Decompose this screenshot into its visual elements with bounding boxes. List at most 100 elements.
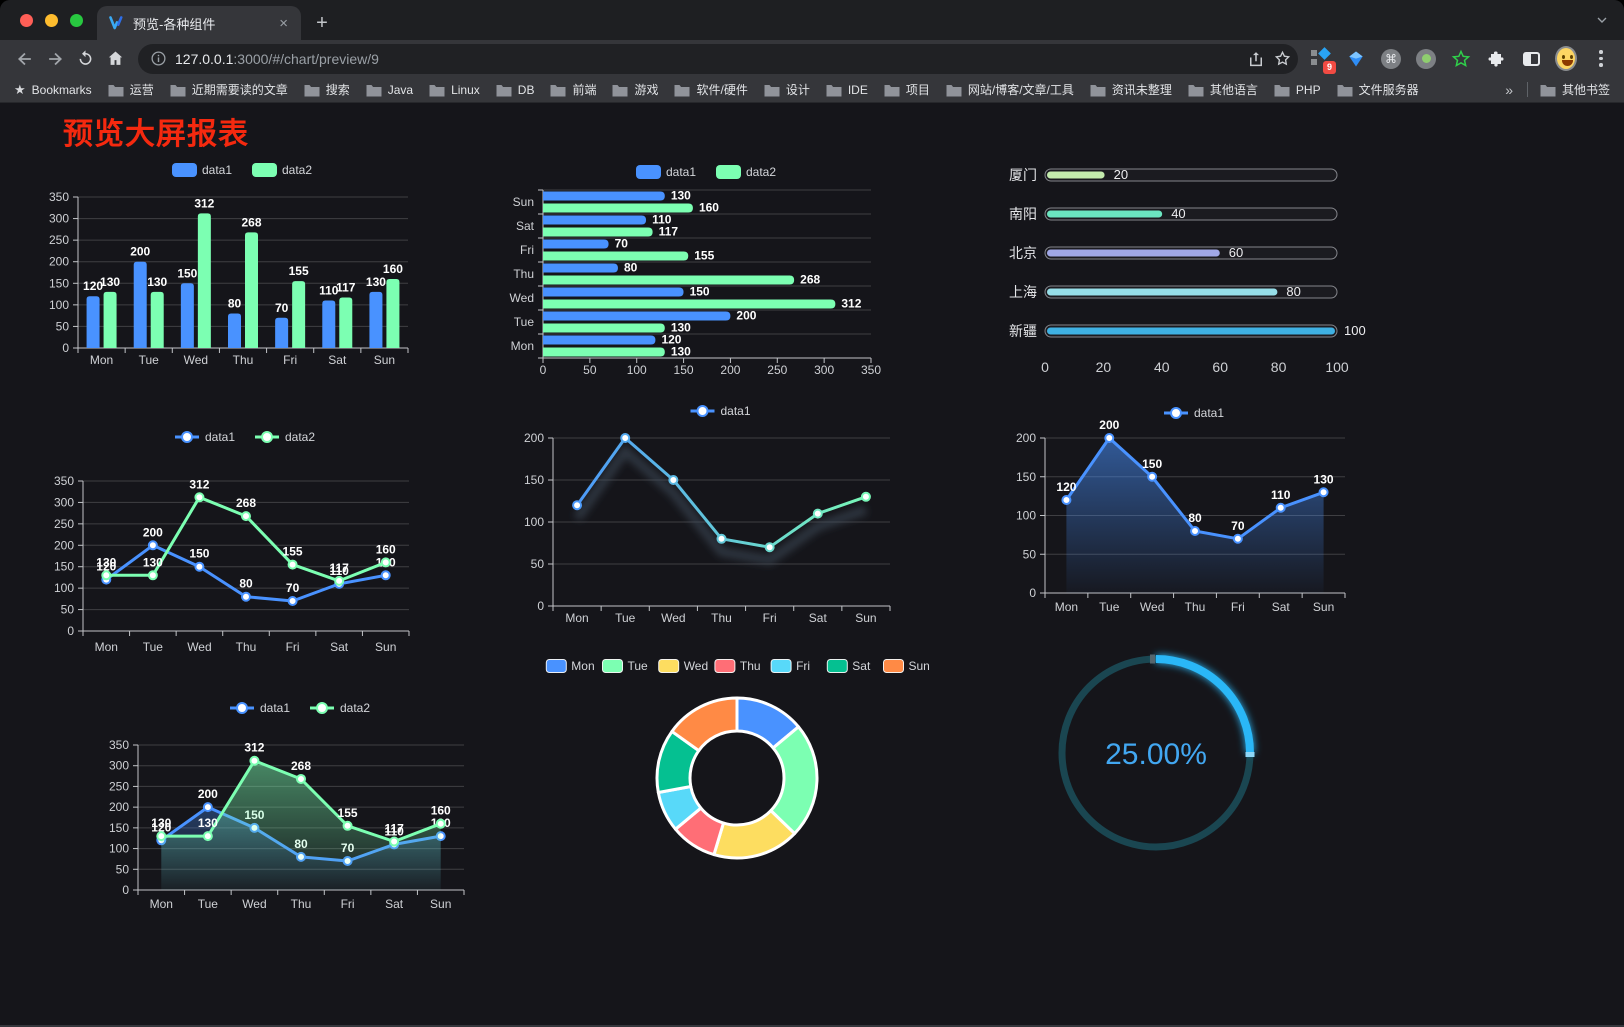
bookmark-star-icon[interactable]: [1273, 49, 1292, 68]
bookmark-folder[interactable]: Linux: [429, 83, 480, 97]
bookmark-folder[interactable]: 设计: [764, 81, 810, 98]
svg-text:Fri: Fri: [763, 611, 777, 625]
svg-text:上海: 上海: [1009, 284, 1037, 300]
bookmark-folder[interactable]: 文件服务器: [1337, 81, 1419, 98]
browser-tab-active[interactable]: 预览-各种组件 ×: [97, 6, 301, 40]
svg-text:150: 150: [690, 285, 710, 299]
home-button[interactable]: [100, 44, 130, 74]
bookmark-folder[interactable]: PHP: [1274, 83, 1321, 97]
svg-text:100: 100: [109, 842, 129, 856]
bookmark-folder[interactable]: IDE: [826, 83, 868, 97]
svg-text:150: 150: [1016, 470, 1036, 484]
svg-text:120: 120: [83, 279, 103, 293]
bookmarks-overflow-chevron[interactable]: »: [1505, 81, 1513, 98]
bookmarks-root[interactable]: ★ Bookmarks: [14, 82, 92, 98]
browser-toolbar: 127.0.0.1:3000/#/chart/preview/9 9: [0, 40, 1624, 77]
svg-text:新疆: 新疆: [1009, 323, 1037, 339]
extensions-puzzle-icon[interactable]: [1485, 48, 1507, 70]
bookmark-folder[interactable]: 游戏: [612, 81, 658, 98]
svg-text:100: 100: [1344, 323, 1366, 338]
tab-close-icon[interactable]: ×: [279, 14, 288, 32]
svg-text:Sat: Sat: [1272, 600, 1291, 614]
svg-text:150: 150: [524, 473, 544, 487]
back-button[interactable]: [10, 44, 40, 74]
proxy-extension-icon[interactable]: 9: [1310, 46, 1336, 74]
command-extension-icon[interactable]: ⌘: [1380, 48, 1402, 70]
window-minimize-button[interactable]: [45, 13, 58, 27]
new-tab-button[interactable]: +: [316, 11, 328, 34]
bookmark-folder[interactable]: 搜索: [304, 81, 350, 98]
bookmark-folder[interactable]: 其他语言: [1188, 81, 1258, 98]
tab-title: 预览-各种组件: [133, 16, 216, 32]
green-star-extension-icon[interactable]: [1450, 48, 1472, 70]
address-bar[interactable]: 127.0.0.1:3000/#/chart/preview/9: [138, 43, 1298, 74]
url-text[interactable]: 127.0.0.1:3000/#/chart/preview/9: [175, 51, 1247, 67]
svg-text:Wed: Wed: [684, 659, 708, 673]
svg-text:160: 160: [376, 542, 396, 556]
svg-text:80: 80: [1188, 511, 1202, 525]
bookmark-folder[interactable]: 项目: [884, 81, 930, 98]
bookmark-folder-label: Linux: [451, 82, 480, 97]
svg-text:Fri: Fri: [283, 353, 297, 367]
bookmark-folder[interactable]: 软件/硬件: [674, 81, 748, 98]
bookmark-folder[interactable]: DB: [496, 83, 534, 97]
svg-text:110: 110: [1271, 488, 1291, 502]
bookmark-folder[interactable]: 运营: [108, 81, 154, 98]
svg-text:130: 130: [143, 555, 163, 569]
green-dot-extension-icon[interactable]: [1415, 48, 1437, 70]
chart-donut: Mon Tue Wed Thu Fri Sat Sun: [540, 638, 940, 983]
bookmark-folder[interactable]: 网站/博客/文章/工具: [946, 81, 1074, 98]
svg-text:data1: data1: [721, 404, 751, 418]
svg-text:300: 300: [49, 212, 69, 226]
folder-icon: [496, 84, 512, 96]
svg-text:data1: data1: [666, 165, 696, 179]
folder-icon: [1188, 84, 1204, 96]
svg-text:117: 117: [659, 225, 679, 239]
svg-text:200: 200: [1099, 418, 1119, 432]
svg-text:350: 350: [49, 190, 69, 204]
svg-text:Wed: Wed: [242, 897, 266, 911]
svg-text:250: 250: [49, 233, 69, 247]
profile-avatar[interactable]: [1555, 46, 1577, 71]
bookmark-folder[interactable]: Java: [366, 83, 413, 97]
svg-text:200: 200: [49, 255, 69, 269]
forward-button[interactable]: [40, 44, 70, 74]
svg-text:data2: data2: [285, 430, 315, 444]
bookmark-folder[interactable]: 资讯未整理: [1090, 81, 1172, 98]
svg-text:Fri: Fri: [286, 640, 300, 654]
svg-text:Fri: Fri: [1231, 600, 1245, 614]
gem-extension-icon[interactable]: [1345, 48, 1367, 70]
svg-text:60: 60: [1229, 245, 1243, 260]
svg-text:Sat: Sat: [809, 611, 828, 625]
page-title: 预览大屏报表: [63, 118, 249, 151]
reload-button[interactable]: [70, 44, 100, 74]
menu-dots-icon[interactable]: [1590, 48, 1612, 70]
svg-text:Mon: Mon: [511, 339, 534, 353]
svg-text:130: 130: [151, 816, 171, 830]
folder-icon: [946, 84, 962, 96]
site-info-icon[interactable]: [150, 50, 167, 67]
folder-icon: [170, 84, 186, 96]
tab-strip-chevron-icon[interactable]: [1594, 12, 1610, 33]
svg-text:100: 100: [1016, 509, 1036, 523]
share-icon[interactable]: [1247, 50, 1265, 68]
bookmark-folder[interactable]: 前端: [550, 81, 596, 98]
svg-text:Mon: Mon: [1055, 600, 1078, 614]
svg-text:200: 200: [109, 800, 129, 814]
window-zoom-button[interactable]: [70, 13, 83, 27]
svg-text:150: 150: [177, 266, 197, 280]
svg-text:Tue: Tue: [1099, 600, 1120, 614]
svg-text:data2: data2: [282, 163, 312, 177]
bookmark-folder[interactable]: 近期需要读的文章: [170, 81, 288, 98]
svg-text:250: 250: [54, 517, 74, 531]
svg-text:130: 130: [671, 321, 691, 335]
svg-text:130: 130: [100, 275, 120, 289]
forward-icon: [49, 52, 62, 65]
chart-line-two-series: 0 50 100 150 200 250 300 350 Mon Tue Wed Thu Fri Sat S…: [45, 425, 420, 665]
sidebar-icon[interactable]: [1520, 48, 1542, 70]
svg-text:50: 50: [1023, 547, 1037, 561]
window-close-button[interactable]: [20, 13, 33, 27]
svg-text:117: 117: [329, 561, 349, 575]
other-bookmarks-folder[interactable]: 其他书签: [1540, 81, 1610, 98]
svg-text:100: 100: [627, 363, 647, 377]
